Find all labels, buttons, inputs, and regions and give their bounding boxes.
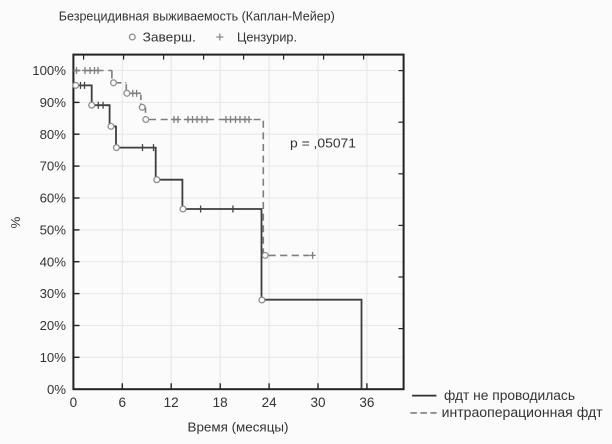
svg-text:Цензурир.: Цензурир. xyxy=(237,29,297,44)
svg-text:Безрецидивная выживаемость (Ка: Безрецидивная выживаемость (Каплан-Мейер… xyxy=(59,9,335,24)
svg-text:10%: 10% xyxy=(40,350,67,365)
svg-text:Время (месяцы): Время (месяцы) xyxy=(188,420,289,435)
svg-text:24: 24 xyxy=(262,395,278,410)
svg-text:20%: 20% xyxy=(40,318,67,333)
svg-text:6: 6 xyxy=(119,395,127,410)
svg-text:0: 0 xyxy=(70,395,78,410)
svg-text:%: % xyxy=(8,216,23,228)
svg-text:36: 36 xyxy=(359,395,374,410)
svg-text:0%: 0% xyxy=(47,382,66,397)
svg-text:60%: 60% xyxy=(40,191,67,206)
svg-text:80%: 80% xyxy=(40,127,67,142)
svg-text:100%: 100% xyxy=(32,63,66,78)
svg-text:Заверш.: Заверш. xyxy=(143,29,196,44)
svg-text:12: 12 xyxy=(164,395,179,410)
svg-text:70%: 70% xyxy=(40,159,67,174)
svg-text:30%: 30% xyxy=(40,286,67,301)
svg-text:90%: 90% xyxy=(40,95,67,110)
svg-text:40%: 40% xyxy=(40,254,67,269)
svg-text:18: 18 xyxy=(213,395,228,410)
svg-text:p = ,05071: p = ,05071 xyxy=(290,136,356,151)
svg-text:50%: 50% xyxy=(40,223,67,238)
svg-text:интраоперационная фдт: интраоперационная фдт xyxy=(442,405,603,420)
svg-text:фдт не проводилась: фдт не проводилась xyxy=(444,388,575,403)
svg-text:30: 30 xyxy=(310,395,325,410)
